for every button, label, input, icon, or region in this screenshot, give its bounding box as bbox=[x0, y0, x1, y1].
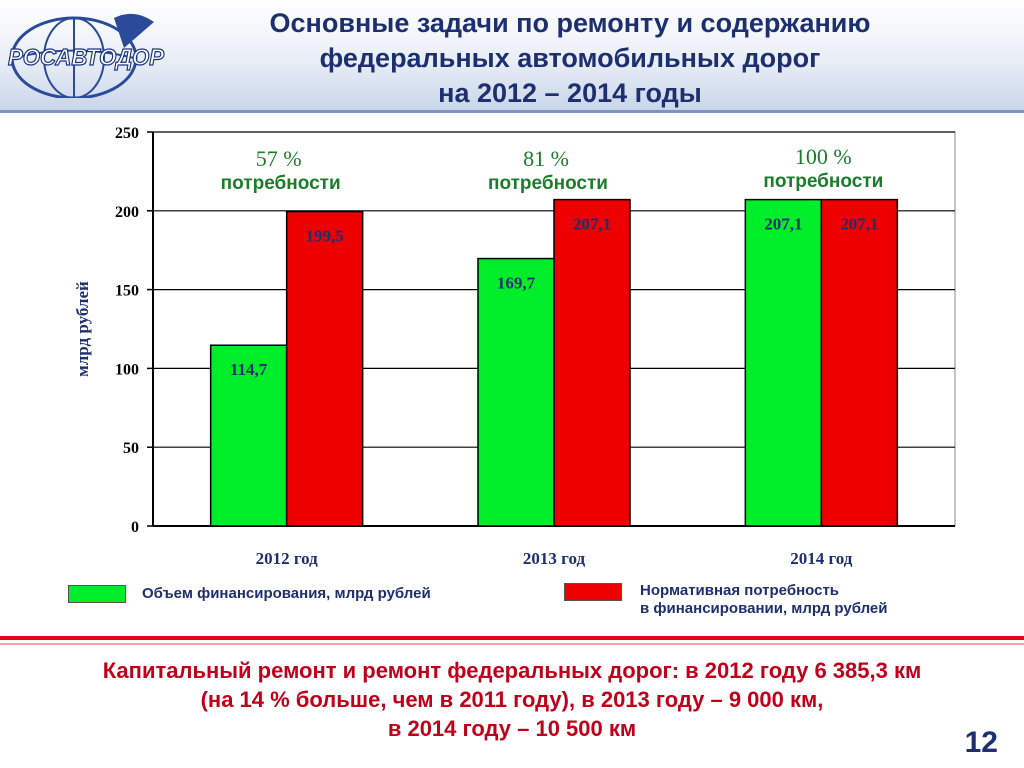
page-title: Основные задачи по ремонту и содержанию … bbox=[190, 6, 950, 111]
y-tick-label: 50 bbox=[123, 440, 139, 457]
annotation-text: потребности bbox=[763, 171, 883, 192]
footer-divider-bottom bbox=[0, 643, 1024, 645]
rosavtodor-logo: РОСАВТОДОР bbox=[7, 13, 165, 98]
y-tick-label: 150 bbox=[115, 283, 139, 300]
annotation-text: потребности bbox=[488, 173, 608, 194]
data-label-need: 207,1 bbox=[573, 215, 611, 234]
y-axis-label: млрд рублей bbox=[73, 281, 92, 377]
data-label-need: 207,1 bbox=[840, 215, 878, 234]
annotation-text: потребности bbox=[221, 173, 341, 194]
page-number: 12 bbox=[964, 726, 998, 759]
data-label-need: 199,5 bbox=[306, 227, 344, 246]
bar-need bbox=[820, 198, 899, 527]
title-line-3: на 2012 – 2014 годы bbox=[438, 78, 702, 108]
data-label-funding: 114,7 bbox=[230, 360, 268, 379]
y-tick-label: 0 bbox=[131, 519, 139, 536]
y-tick-label: 250 bbox=[115, 125, 139, 142]
bar-need bbox=[285, 210, 364, 527]
legend-funding-swatch bbox=[68, 585, 126, 603]
legend-need-swatch bbox=[564, 583, 622, 601]
x-category-label: 2013 год bbox=[523, 549, 586, 568]
annotation-percent: 57 % bbox=[256, 146, 302, 171]
bar-need bbox=[553, 198, 631, 527]
summary-line-2: (на 14 % больше, чем в 2011 году), в 201… bbox=[200, 687, 824, 712]
legend-need-label-1: Нормативная потребность bbox=[640, 582, 840, 599]
annotation-percent: 100 % bbox=[795, 144, 852, 169]
header-divider bbox=[0, 110, 1024, 113]
x-category-label: 2014 год bbox=[790, 549, 853, 568]
funding-bar-chart: 0 50 100 150 200 250 млрд рублей 114,7 199,5 2012… bbox=[73, 125, 956, 568]
title-line-1: Основные задачи по ремонту и содержанию bbox=[269, 8, 871, 38]
x-category-label: 2012 год bbox=[256, 549, 319, 568]
legend-need-label-2: в финансировании, млрд рублей bbox=[640, 600, 888, 617]
data-label-funding: 169,7 bbox=[497, 274, 536, 293]
y-tick-label: 100 bbox=[115, 361, 139, 378]
legend-funding-label: Объем финансирования, млрд рублей bbox=[142, 585, 431, 602]
footer-divider-top bbox=[0, 636, 1024, 640]
summary-line-1: Капитальный ремонт и ремонт федеральных … bbox=[102, 658, 922, 683]
title-line-2: федеральных автомобильных дорог bbox=[319, 43, 821, 73]
bar-funding bbox=[209, 344, 288, 527]
svg-text:РОСАВТОДОР: РОСАВТОДОР bbox=[8, 44, 165, 70]
y-tick-label: 200 bbox=[115, 204, 139, 221]
data-label-funding: 207,1 bbox=[764, 215, 802, 234]
summary-line-3: в 2014 году – 10 500 км bbox=[387, 716, 637, 741]
bar-funding bbox=[477, 257, 555, 527]
summary-text: Капитальный ремонт и ремонт федеральных … bbox=[20, 656, 1004, 743]
annotation-percent: 81 % bbox=[523, 146, 569, 171]
bar-funding bbox=[744, 198, 823, 527]
header-band: РОСАВТОДОР Основные задачи по ремонту и … bbox=[0, 0, 1024, 110]
